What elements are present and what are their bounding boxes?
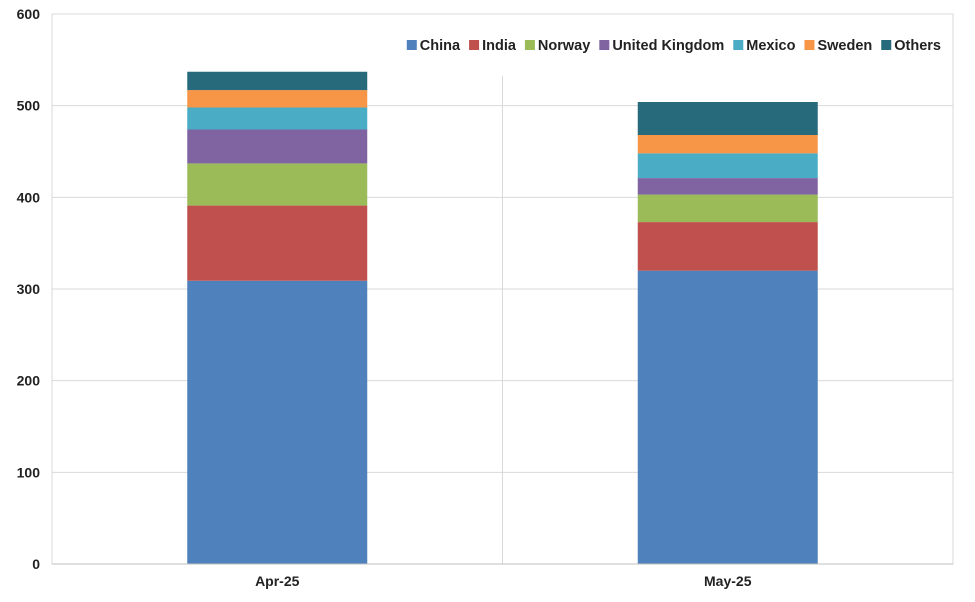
- bar-segment-sweden-may-25: [637, 135, 818, 154]
- legend-label: Sweden: [817, 38, 872, 54]
- y-tick-label: 600: [17, 6, 41, 22]
- bar-segment-mexico-apr-25: [187, 107, 368, 130]
- bar-segment-india-may-25: [637, 222, 818, 271]
- x-tick-label: May-25: [704, 573, 752, 589]
- y-tick-label: 300: [17, 281, 41, 297]
- legend-swatch: [524, 40, 535, 50]
- y-tick-label: 200: [17, 373, 41, 389]
- bar-segment-china-may-25: [637, 270, 818, 564]
- legend-item-india: India: [469, 38, 517, 54]
- legend-label: Mexico: [746, 38, 795, 54]
- bar-segment-norway-apr-25: [187, 163, 368, 206]
- legend-item-mexico: Mexico: [733, 38, 796, 54]
- legend-label: Norway: [538, 38, 590, 54]
- bar-segment-india-apr-25: [187, 205, 368, 281]
- bar-segment-others-may-25: [637, 102, 818, 135]
- legend: China India Norway United Kingdom Mexico Swed…: [406, 38, 941, 54]
- bar-segment-sweden-apr-25: [187, 90, 368, 108]
- y-tick-label: 500: [17, 98, 41, 114]
- legend-swatch: [881, 40, 892, 50]
- x-tick-label: Apr-25: [255, 573, 300, 589]
- bar-segment-china-apr-25: [187, 280, 368, 564]
- legend-item-others: Others: [881, 38, 941, 54]
- gridlines: [51, 13, 954, 565]
- legend-swatch: [599, 40, 610, 50]
- y-tick-label: 400: [17, 189, 41, 205]
- y-tick-label: 100: [17, 464, 41, 480]
- legend-swatch: [469, 40, 480, 50]
- legend-label: China: [420, 38, 461, 54]
- bar-segment-united-kingdom-may-25: [637, 178, 818, 195]
- legend-label: United Kingdom: [612, 38, 724, 54]
- axes: 0 100 200 300 400 500 600 Apr-25 May-25: [17, 6, 953, 589]
- legend-label: India: [482, 38, 517, 54]
- legend-item-sweden: Sweden: [804, 38, 872, 54]
- bar-segment-mexico-may-25: [637, 153, 818, 179]
- legend-swatch: [804, 40, 815, 50]
- bar-segment-others-apr-25: [187, 71, 368, 91]
- y-tick-label: 0: [32, 556, 40, 572]
- bars: [187, 71, 818, 564]
- legend-swatch: [733, 40, 744, 50]
- bar-segment-norway-may-25: [637, 194, 818, 223]
- bar-segment-united-kingdom-apr-25: [187, 129, 368, 164]
- legend-item-united-kingdom: United Kingdom: [599, 38, 724, 54]
- legend-swatch: [406, 40, 417, 50]
- legend-label: Others: [894, 38, 941, 54]
- legend-item-china: China: [406, 38, 461, 54]
- legend-item-norway: Norway: [524, 38, 590, 54]
